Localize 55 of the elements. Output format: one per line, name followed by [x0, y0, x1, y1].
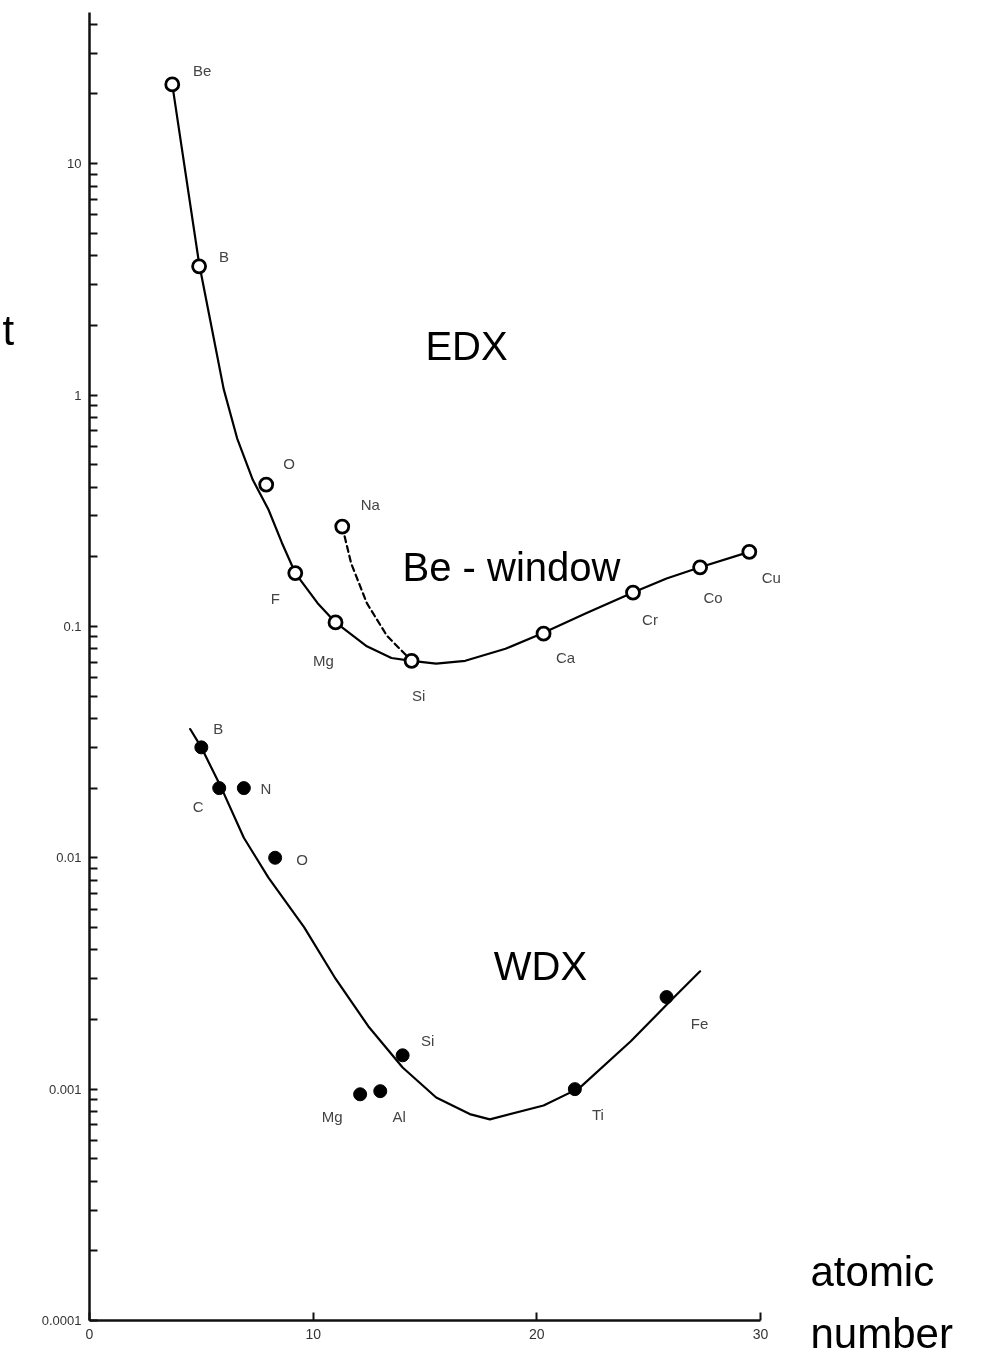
annotation: Mg	[321, 1107, 343, 1125]
annotation: B	[219, 247, 230, 265]
annotation: EDX	[425, 323, 508, 368]
annotation: Si	[420, 1031, 435, 1049]
annotation: Be	[193, 61, 212, 79]
y-axis-title: t	[2, 307, 15, 354]
y-tick-label: 10	[67, 156, 82, 172]
point	[258, 476, 275, 493]
y-tick-label: 0.01	[56, 850, 82, 866]
annotation: Co	[703, 588, 723, 606]
x-tick-label: 0	[85, 1325, 94, 1342]
point	[403, 652, 420, 669]
point	[567, 1082, 582, 1097]
point	[191, 258, 207, 275]
y-tick-label: 0.001	[48, 1081, 82, 1097]
annotation: Be - window	[402, 544, 621, 589]
point	[334, 518, 351, 535]
annotation: Mg	[313, 651, 334, 669]
point	[373, 1084, 388, 1099]
annotation: Cr	[642, 611, 658, 629]
annotation: B	[213, 719, 224, 737]
point	[741, 543, 758, 560]
annotation: Al	[392, 1107, 406, 1125]
x-tick-label: 30	[752, 1325, 769, 1342]
y-tick-label: 1	[74, 387, 82, 403]
annotation: Ti	[591, 1105, 604, 1123]
annotation: O	[296, 851, 308, 869]
point	[268, 850, 283, 865]
point	[236, 781, 251, 796]
annotation: Ca	[555, 649, 576, 667]
annotation: F	[270, 589, 280, 607]
point	[395, 1048, 410, 1063]
point	[659, 990, 674, 1005]
y-tick-label: 0.1	[63, 618, 82, 634]
annotation: O	[283, 455, 296, 473]
annotation: N	[260, 779, 272, 797]
annotation: Si	[411, 687, 426, 705]
annotation: Cu	[761, 569, 781, 587]
point	[194, 740, 209, 755]
x-tick-label: 10	[305, 1325, 322, 1342]
x-tick-label: 20	[529, 1325, 545, 1342]
point	[353, 1087, 368, 1102]
annotation: Fe	[690, 1014, 709, 1032]
point	[287, 565, 304, 581]
point	[535, 625, 552, 642]
annotation: Na	[360, 496, 381, 514]
point	[692, 559, 709, 576]
annotation: C	[192, 797, 204, 815]
point	[212, 781, 227, 796]
point	[164, 76, 181, 93]
y-tick-label: 0.0001	[41, 1313, 82, 1328]
point	[625, 584, 641, 601]
point	[327, 614, 344, 631]
x-axis-title: atomic number	[810, 1248, 953, 1357]
series-label: WDX	[493, 943, 588, 988]
